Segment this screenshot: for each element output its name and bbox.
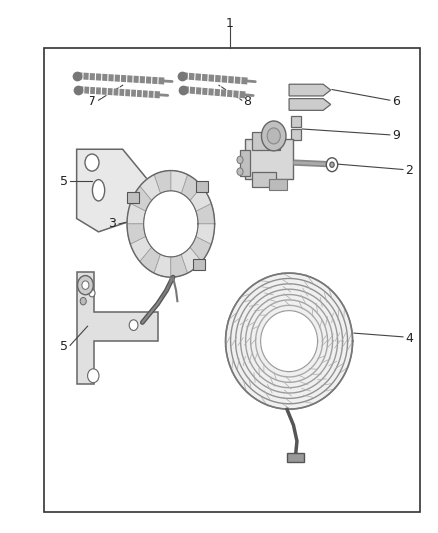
Polygon shape	[190, 186, 211, 211]
Bar	[245, 139, 293, 179]
Polygon shape	[171, 254, 187, 277]
Polygon shape	[181, 247, 202, 273]
Polygon shape	[289, 84, 331, 96]
Polygon shape	[127, 171, 215, 277]
Text: 7: 7	[88, 95, 96, 108]
Bar	[291, 116, 301, 127]
Circle shape	[261, 121, 286, 151]
Bar	[269, 179, 287, 190]
Polygon shape	[171, 171, 187, 193]
Circle shape	[330, 162, 334, 167]
Polygon shape	[154, 254, 171, 277]
Text: 1: 1	[226, 18, 234, 30]
Bar	[127, 192, 139, 203]
Circle shape	[80, 297, 86, 305]
Text: 9: 9	[392, 130, 400, 142]
Polygon shape	[77, 272, 158, 384]
Circle shape	[89, 289, 95, 297]
Polygon shape	[131, 237, 152, 262]
Text: 2: 2	[406, 164, 413, 177]
Circle shape	[237, 156, 243, 164]
Polygon shape	[196, 204, 215, 224]
Ellipse shape	[92, 180, 105, 201]
Text: 3: 3	[108, 217, 116, 230]
Polygon shape	[140, 247, 160, 273]
Text: 8: 8	[244, 95, 251, 108]
Polygon shape	[77, 149, 153, 232]
Text: 6: 6	[392, 95, 400, 108]
Circle shape	[267, 128, 280, 144]
Bar	[196, 181, 208, 191]
Circle shape	[129, 320, 138, 330]
Text: 5: 5	[60, 340, 67, 353]
Polygon shape	[226, 273, 353, 409]
Text: 4: 4	[406, 332, 413, 345]
Bar	[240, 150, 250, 176]
Bar	[291, 129, 301, 140]
Bar	[252, 132, 280, 150]
Polygon shape	[190, 237, 211, 262]
Polygon shape	[181, 175, 202, 200]
Bar	[44, 48, 420, 512]
Circle shape	[85, 154, 99, 171]
Circle shape	[82, 281, 89, 289]
Circle shape	[78, 276, 93, 295]
Circle shape	[326, 158, 338, 172]
Circle shape	[88, 369, 99, 383]
Circle shape	[237, 168, 243, 175]
Polygon shape	[127, 204, 146, 224]
Polygon shape	[140, 175, 160, 200]
Text: 5: 5	[60, 175, 67, 188]
Polygon shape	[261, 311, 318, 372]
Polygon shape	[127, 224, 146, 244]
Polygon shape	[289, 99, 331, 110]
Bar	[193, 260, 205, 270]
Bar	[287, 453, 304, 463]
Polygon shape	[131, 186, 152, 211]
Polygon shape	[154, 171, 171, 193]
Polygon shape	[144, 191, 198, 257]
Bar	[252, 172, 276, 187]
Polygon shape	[196, 224, 215, 244]
